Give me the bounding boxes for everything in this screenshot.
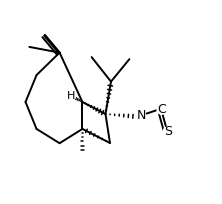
Circle shape (163, 127, 172, 136)
Text: C: C (157, 103, 166, 116)
Circle shape (137, 111, 146, 120)
Circle shape (67, 91, 76, 100)
Text: H: H (67, 91, 75, 101)
Circle shape (157, 105, 166, 114)
Text: S: S (164, 125, 172, 138)
Text: N: N (137, 109, 146, 122)
